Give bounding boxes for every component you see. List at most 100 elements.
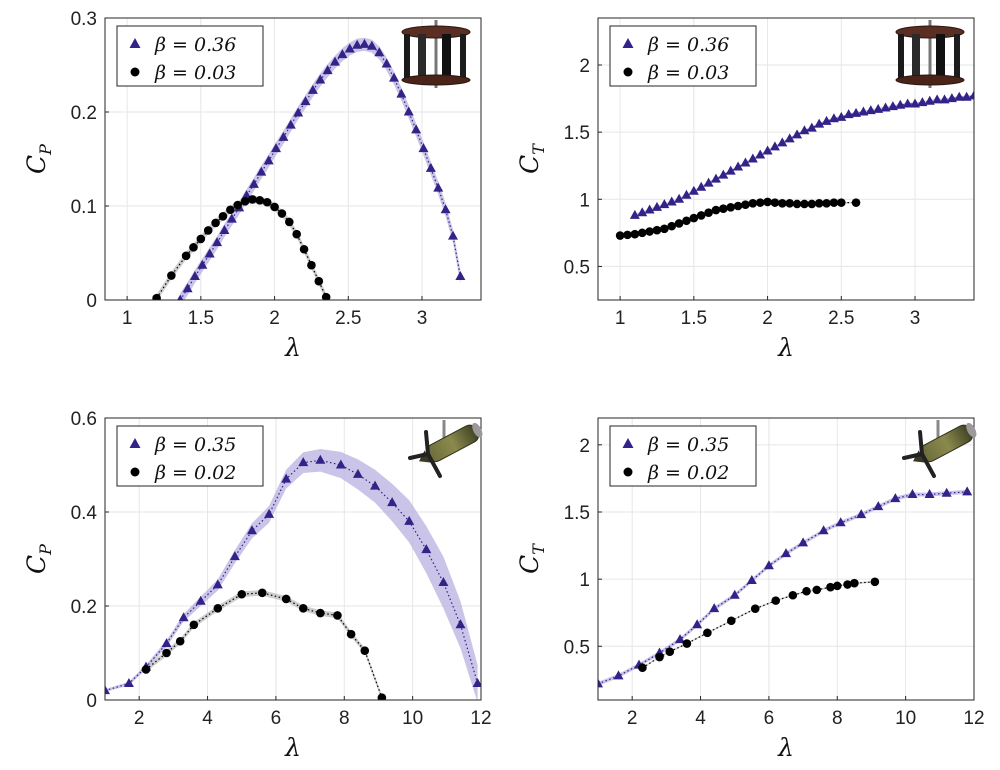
data-point-circle: [307, 260, 316, 270]
data-point-circle: [726, 203, 736, 212]
data-point-triangle: [281, 473, 292, 483]
data-point-triangle: [821, 115, 832, 125]
data-point-circle: [785, 199, 794, 208]
data-point-triangle: [335, 459, 346, 469]
data-point-triangle: [271, 143, 282, 153]
legend-marker-triangle: [622, 38, 634, 48]
data-point-circle: [299, 244, 309, 254]
data-point-triangle: [411, 124, 422, 134]
y-tick-label: 1: [579, 190, 590, 211]
y-tick-label: 1.5: [564, 503, 590, 524]
data-point-triangle: [337, 49, 348, 59]
x-tick-label: 6: [271, 708, 282, 729]
data-point-triangle: [733, 161, 744, 171]
data-point-triangle: [873, 103, 884, 113]
x-tick-label: 1.5: [188, 308, 214, 329]
x-axis-label: λ: [284, 333, 301, 362]
y-tick-label: 0.2: [71, 597, 97, 618]
data-point-triangle: [709, 603, 720, 613]
x-tick-label: 1: [615, 308, 626, 329]
data-point-circle: [218, 212, 228, 221]
data-point-triangle: [246, 525, 257, 535]
legend-entry: β = 0.36: [154, 34, 236, 56]
data-point-triangle: [924, 489, 935, 499]
data-point-circle: [832, 581, 842, 591]
legend-entry: β = 0.03: [154, 62, 236, 84]
x-tick-label: 1.5: [681, 308, 707, 329]
data-point-triangle: [438, 577, 449, 586]
data-point-triangle: [598, 678, 603, 688]
data-point-circle: [674, 219, 684, 228]
legend: β = 0.36 β = 0.03: [116, 25, 264, 87]
x-tick-label: 1: [122, 308, 133, 329]
data-point-circle: [321, 292, 331, 300]
data-point-triangle: [263, 155, 274, 165]
legend-entry: β = 0.35: [154, 434, 236, 456]
data-point-triangle: [895, 99, 906, 109]
plot-area: [598, 486, 973, 688]
data-point-circle: [703, 628, 712, 638]
data-point-triangle: [710, 173, 721, 183]
data-point-triangle: [851, 107, 862, 117]
x-axis-label: λ: [777, 333, 794, 362]
y-axis-label: CP: [22, 144, 55, 174]
data-point-circle: [314, 276, 324, 286]
data-point-triangle: [924, 95, 935, 105]
data-point-triangle: [315, 74, 326, 84]
legend: β = 0.35 β = 0.02: [609, 425, 757, 487]
axes-frame: [104, 17, 482, 301]
plot-area: [105, 449, 481, 700]
data-point-circle: [240, 197, 250, 206]
data-point-triangle: [425, 162, 436, 172]
series-line: [598, 491, 968, 685]
data-point-circle: [237, 589, 247, 599]
data-point-triangle: [403, 106, 414, 116]
data-point-circle: [660, 224, 669, 234]
data-point-triangle: [182, 283, 193, 293]
panel-cp-bottom: 2 4 6 8 10 12 0 0.2 0.4 0.6 λ CP β = 0.35 β = 0.02: [22, 409, 492, 762]
x-tick-label: 8: [832, 708, 843, 729]
data-point-triangle: [219, 224, 230, 234]
y-axis-label: CT: [515, 543, 548, 574]
data-point-circle: [682, 216, 691, 226]
data-point-triangle: [226, 213, 237, 223]
data-point-triangle: [932, 94, 943, 104]
panel-cp-top: 1 1.5 2 2.5 3 0 0.1 0.2 0.3 λ CP β = 0.36 β = 0.03: [22, 9, 482, 362]
data-point-triangle: [298, 457, 309, 467]
axes-frame: [597, 17, 975, 301]
data-point-triangle: [675, 634, 686, 644]
data-point-triangle: [659, 199, 670, 209]
panel-ct-bottom: 2 4 6 8 10 12 0.5 1 1.5 2 λ CT β = 0.35 β = 0.02: [515, 417, 985, 762]
data-point-triangle: [798, 537, 809, 547]
data-point-circle: [802, 586, 811, 596]
x-tick-label: 3: [910, 308, 921, 329]
data-point-circle: [733, 201, 743, 211]
data-point-triangle: [330, 56, 341, 66]
data-point-triangle: [366, 40, 377, 50]
legend-entry: β = 0.36: [647, 34, 729, 56]
axes-frame: [104, 417, 482, 701]
data-point-circle: [630, 229, 640, 239]
data-point-triangle: [969, 90, 974, 100]
data-point-circle: [203, 226, 213, 235]
data-point-triangle: [396, 88, 407, 98]
y-tick-label: 0.3: [71, 9, 97, 30]
legend-marker-circle: [130, 67, 140, 77]
legend-entry: β = 0.02: [647, 462, 729, 484]
legend-entry: β = 0.35: [647, 434, 729, 456]
data-point-triangle: [763, 560, 774, 570]
data-point-circle: [711, 205, 721, 215]
series-line: [642, 581, 875, 669]
data-point-circle: [211, 218, 220, 228]
data-point-circle: [800, 199, 809, 209]
data-point-circle: [248, 195, 257, 204]
data-point-circle: [333, 611, 342, 620]
data-point-circle: [655, 652, 664, 662]
data-point-circle: [233, 200, 243, 210]
legend-marker-circle: [130, 467, 140, 477]
data-point-circle: [226, 205, 235, 215]
data-point-triangle: [404, 515, 415, 525]
data-point-circle: [665, 647, 675, 656]
y-tick-label: 2: [579, 436, 590, 457]
data-point-triangle: [197, 259, 208, 269]
